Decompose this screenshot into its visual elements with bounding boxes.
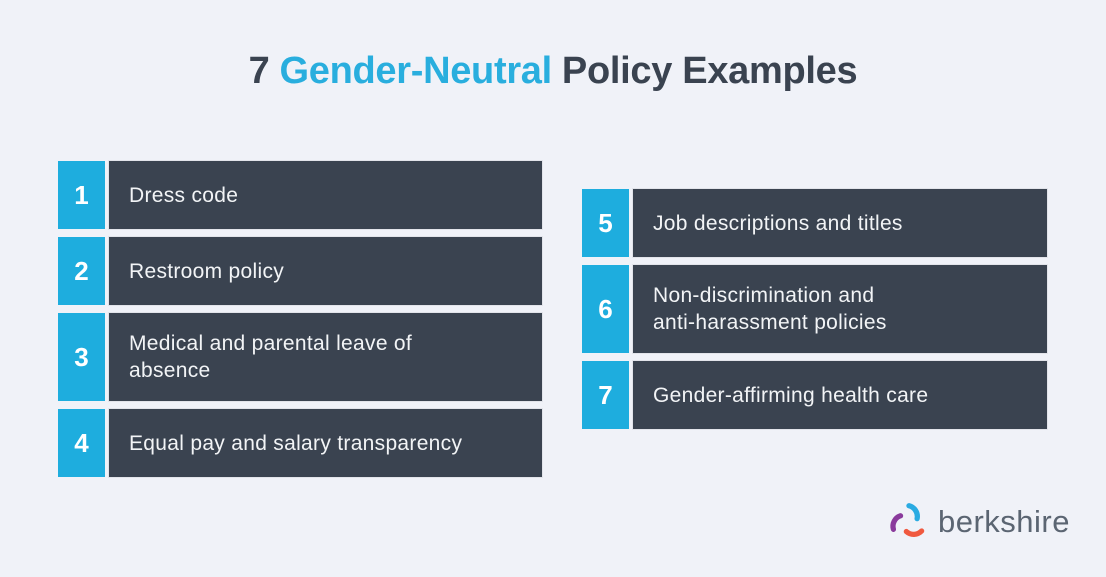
item-label: Restroom policy — [109, 237, 542, 305]
item-label: Non-discrimination and anti-harassment p… — [633, 265, 1047, 353]
item-number-badge: 7 — [582, 361, 629, 429]
pinwheel-icon — [890, 503, 925, 537]
policy-column-right: 5 Job descriptions and titles 6 Non-disc… — [582, 189, 1047, 429]
item-number-badge: 1 — [58, 161, 105, 229]
policy-item-4: 4 Equal pay and salary transparency — [58, 409, 542, 477]
title-highlight: Gender-Neutral — [279, 50, 552, 92]
logo-wordmark: berkshire — [938, 504, 1070, 539]
item-number-badge: 3 — [58, 313, 105, 401]
item-label: Medical and parental leave of absence — [109, 313, 542, 401]
policy-item-1: 1 Dress code — [58, 161, 542, 229]
item-number-badge: 6 — [582, 265, 629, 353]
item-label: Dress code — [109, 161, 542, 229]
policy-item-6: 6 Non-discrimination and anti-harassment… — [582, 265, 1047, 353]
title-rest: Policy Examples — [561, 50, 858, 92]
title-number: 7 — [248, 50, 270, 92]
item-label: Equal pay and salary transparency — [109, 409, 542, 477]
policy-item-7: 7 Gender-affirming health care — [582, 361, 1047, 429]
item-number-badge: 2 — [58, 237, 105, 305]
policy-item-5: 5 Job descriptions and titles — [582, 189, 1047, 257]
policy-column-left: 1 Dress code 2 Restroom policy 3 Medical… — [58, 161, 542, 477]
item-number-badge: 4 — [58, 409, 105, 477]
item-number-badge: 5 — [582, 189, 629, 257]
berkshire-logo: berkshire — [885, 494, 1070, 550]
item-label: Gender-affirming health care — [633, 361, 1047, 429]
policy-item-3: 3 Medical and parental leave of absence — [58, 313, 542, 401]
policy-item-2: 2 Restroom policy — [58, 237, 542, 305]
item-label: Job descriptions and titles — [633, 189, 1047, 257]
page-title: 7 Gender-Neutral Policy Examples — [0, 50, 1106, 93]
